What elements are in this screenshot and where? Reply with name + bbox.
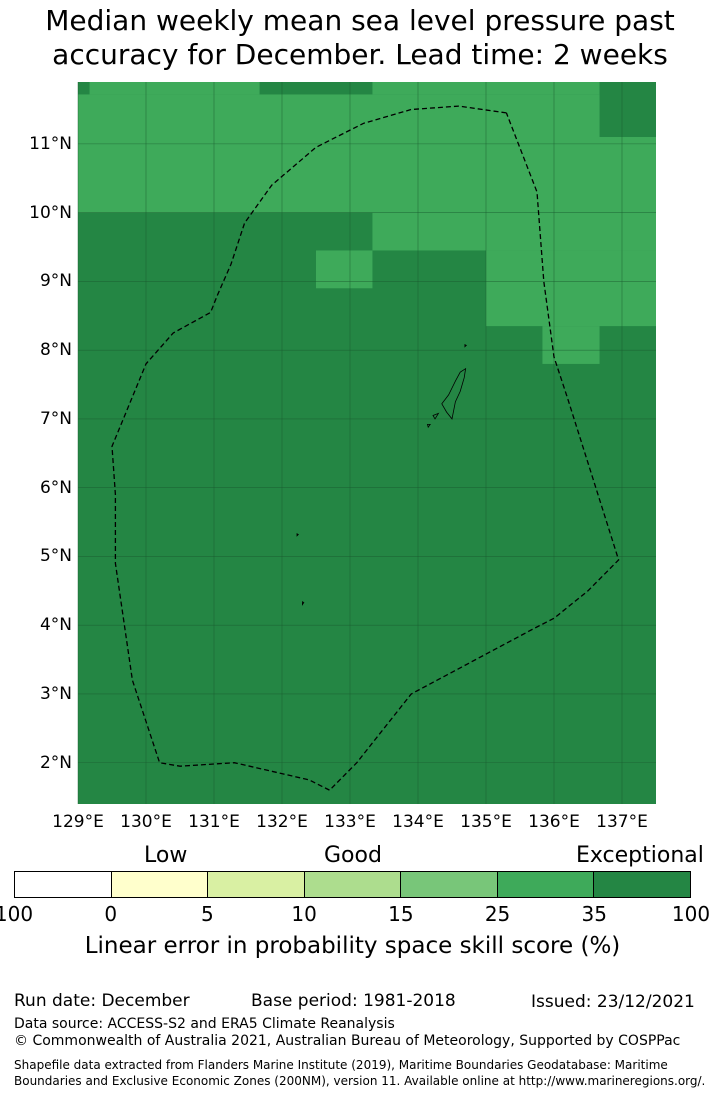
skill-map [77,82,656,804]
skill-cell-11 [486,250,656,327]
latitude-label: 10°N [29,202,72,223]
longitude-label: 135°E [460,812,512,832]
colorbar-segment-1 [111,872,209,897]
map-title: Median weekly mean sea level pressure pa… [0,4,720,72]
data-source: Data source: ACCESS-S2 and ERA5 Climate … [14,1016,395,1032]
island-outline-3 [464,344,467,348]
latitude-label: 5°N [39,546,72,567]
latitude-label: 4°N [39,615,72,636]
base-period: Base period: 1981-2018 [251,991,456,1011]
skill-cell-8 [599,82,656,138]
colorbar-segment-6 [594,872,691,897]
colorbar-segment-5 [497,872,595,897]
colorbar-segment-3 [304,872,402,897]
latitude-label: 11°N [29,133,72,154]
island-outline-0 [441,367,467,420]
skill-cell-10 [316,250,373,289]
colorbar-tick: 25 [484,902,511,926]
title-line-2: accuracy for December. Lead time: 2 week… [52,38,668,71]
skill-cell-6 [89,82,260,95]
colorbar-tick: 10 [291,902,317,926]
longitude-label: 137°E [596,812,648,832]
copyright: © Commonwealth of Australia 2021, Austra… [14,1033,681,1049]
colorbar-label: Linear error in probability space skill … [84,933,621,959]
skill-cell-3 [78,94,656,213]
latitude-label: 3°N [39,683,72,704]
longitude-label: 129°E [52,812,104,832]
longitude-label: 133°E [324,812,376,832]
issued-date: Issued: 23/12/2021 [531,992,695,1012]
colorbar [14,871,691,898]
eez-boundary [111,105,620,791]
colorbar-tick: 35 [581,902,607,926]
longitude-label: 132°E [256,812,308,832]
latitude-label: 6°N [39,477,72,498]
latitude-label: 7°N [39,408,72,429]
run-date: Run date: December [14,991,190,1011]
colorbar-tick: 15 [388,902,414,926]
colorbar-segment-0 [15,872,112,897]
colorbar-segment-2 [208,872,305,897]
longitude-label: 134°E [392,812,444,832]
colorbar-tick: 5 [201,902,214,926]
longitude-label: 130°E [120,812,172,832]
colorbar-tick: 100 [671,902,711,926]
legend-category-low: Low [144,843,188,868]
latitude-label: 2°N [39,752,72,773]
island-outline-5 [302,601,305,606]
legend-category-exceptional: Exceptional [576,843,704,868]
longitude-label: 136°E [528,812,580,832]
colorbar-tick: 100 [0,902,34,926]
shapefile-credit: Shapefile data extracted from Flanders M… [14,1058,706,1088]
skill-cell-4 [259,82,373,95]
longitude-label: 131°E [188,812,240,832]
island-outline-2 [426,424,431,429]
skill-cell-12 [542,326,600,364]
latitude-label: 9°N [39,271,72,292]
colorbar-segment-4 [401,872,498,897]
colorbar-tick: 0 [104,902,118,926]
legend-category-good: Good [324,843,382,868]
skill-cell-9 [372,212,656,251]
title-line-1: Median weekly mean sea level pressure pa… [45,4,675,37]
island-outline-1 [432,412,440,420]
island-outline-4 [296,533,299,537]
skill-cell-5 [78,82,90,95]
latitude-label: 8°N [39,340,72,361]
